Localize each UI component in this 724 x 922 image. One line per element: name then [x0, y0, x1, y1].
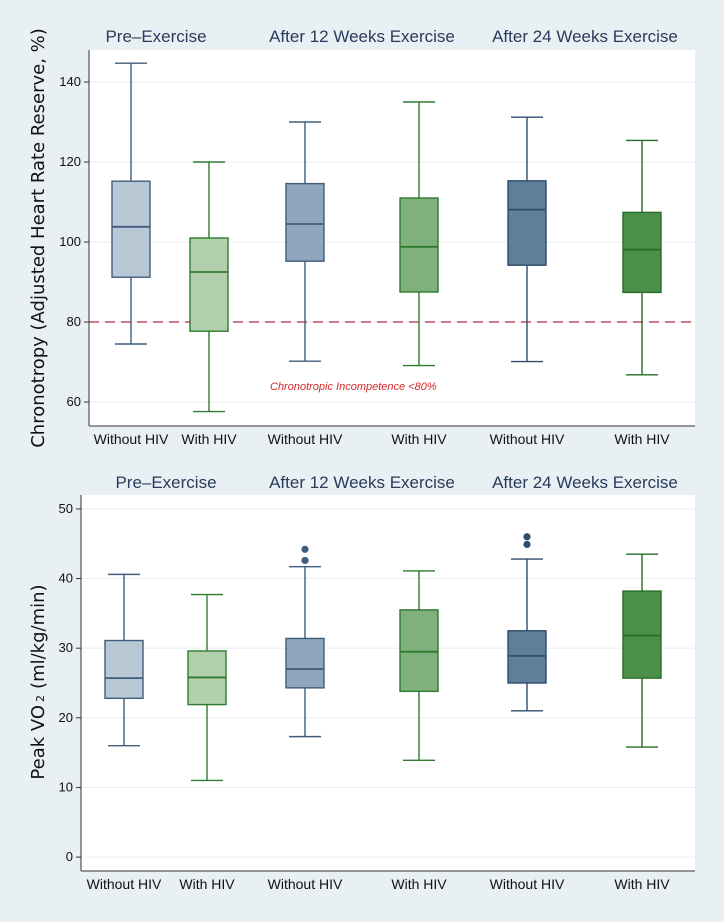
plot-area	[81, 495, 695, 871]
y-tick-label: 140	[59, 74, 81, 89]
y-tick-label: 30	[59, 640, 73, 655]
iqr-box	[507, 630, 547, 684]
box-6	[622, 553, 662, 748]
iqr-box	[399, 197, 439, 293]
iqr-box	[285, 182, 325, 262]
y-axis-label: Peak VO 2 (ml/kg/min)	[28, 584, 49, 779]
panel-title: After 12 Weeks Exercise	[269, 27, 455, 46]
panel-title: After 12 Weeks Exercise	[269, 473, 455, 492]
panel-title: After 24 Weeks Exercise	[492, 27, 678, 46]
iqr-box	[189, 237, 229, 332]
outlier-point	[523, 540, 531, 549]
y-tick-label: 60	[67, 394, 81, 409]
y-tick-label: 10	[59, 779, 73, 794]
y-tick-label: 100	[59, 234, 81, 249]
box-1	[104, 573, 144, 747]
box-4	[399, 570, 439, 761]
x-tick-label: Without HIV	[94, 431, 169, 447]
y-tick-label: 50	[59, 501, 73, 516]
x-tick-label: Without HIV	[268, 431, 343, 447]
box-4	[399, 101, 439, 367]
box-1	[111, 62, 151, 345]
box-5	[507, 533, 547, 712]
x-tick-label: Without HIV	[268, 876, 343, 892]
y-axis-label-subscript: 2	[34, 695, 47, 702]
y-axis-label-units: (ml/kg/min)	[28, 584, 49, 689]
panel-title: Pre–Exercise	[105, 27, 206, 46]
y-axis-label-main: Peak VO	[28, 705, 49, 780]
x-tick-label: With HIV	[614, 431, 670, 447]
panel-title: After 24 Weeks Exercise	[492, 473, 678, 492]
x-tick-label: With HIV	[391, 431, 447, 447]
outlier-point	[301, 545, 309, 553]
iqr-box	[507, 180, 547, 266]
y-tick-label: 0	[66, 849, 73, 864]
y-tick-label: 40	[59, 571, 73, 586]
box-3	[285, 121, 325, 362]
reference-line-label: Chronotropic Incompetence <80%	[270, 381, 437, 393]
plot-area	[89, 50, 695, 426]
peak-vo2-chart: 0 10 20 30 40 50 Without HIV With HIV Without H…	[28, 473, 695, 892]
y-tick-label: 20	[59, 710, 73, 725]
x-tick-label: Without HIV	[490, 431, 565, 447]
x-tick-label: With HIV	[179, 876, 235, 892]
box-2	[187, 593, 227, 782]
x-tick-label: With HIV	[614, 876, 670, 892]
iqr-box	[622, 590, 662, 679]
x-tick-label: Without HIV	[490, 876, 565, 892]
box-3	[285, 545, 325, 738]
y-axis-label: Chronotropy (Adjusted Heart Rate Reserve…	[28, 28, 49, 448]
chronotropy-chart: 60 80 100 120 140 Without HIV With HIV Without…	[28, 27, 695, 448]
y-tick-label: 80	[67, 314, 81, 329]
y-tick-label: 120	[59, 154, 81, 169]
box-6	[622, 139, 662, 376]
x-tick-label: With HIV	[181, 431, 237, 447]
outlier-point	[301, 556, 309, 565]
panel-title: Pre–Exercise	[115, 473, 216, 492]
box-2	[189, 161, 229, 413]
x-tick-label: Without HIV	[87, 876, 162, 892]
outlier-point	[523, 533, 531, 541]
iqr-box	[622, 211, 662, 294]
iqr-box	[104, 639, 144, 700]
x-tick-label: With HIV	[391, 876, 447, 892]
box-5	[507, 116, 547, 363]
iqr-box	[285, 637, 325, 689]
iqr-box	[399, 609, 439, 693]
iqr-box	[111, 180, 151, 278]
